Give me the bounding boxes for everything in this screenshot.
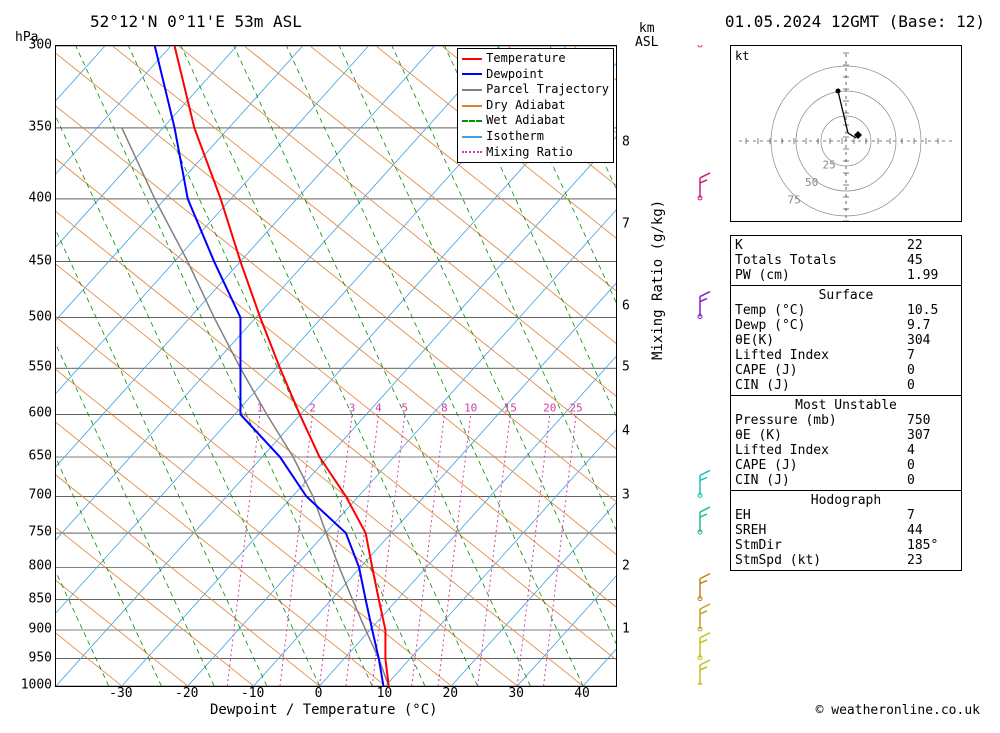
km-tick: 3 [622, 488, 630, 503]
data-row: CAPE (J)0 [735, 458, 957, 473]
pressure-tick: 800 [20, 559, 52, 574]
data-row: StmDir185° [735, 538, 957, 553]
temp-tick: 40 [574, 686, 590, 701]
legend-item: Isotherm [462, 129, 609, 145]
legend: TemperatureDewpointParcel TrajectoryDry … [457, 48, 614, 163]
data-row: PW (cm)1.99 [735, 268, 957, 283]
pressure-tick: 700 [20, 488, 52, 503]
svg-text:kt: kt [735, 49, 749, 63]
data-row: EH7 [735, 508, 957, 523]
svg-text:4: 4 [375, 401, 382, 414]
temp-tick: 0 [315, 686, 323, 701]
svg-text:3: 3 [349, 401, 356, 414]
km-tick: 4 [622, 423, 630, 438]
data-row: CIN (J)0 [735, 473, 957, 488]
temp-tick: 10 [377, 686, 393, 701]
data-row: StmSpd (kt)23 [735, 553, 957, 568]
pressure-tick: 600 [20, 406, 52, 421]
wind-svg [685, 45, 715, 685]
svg-text:15: 15 [504, 401, 517, 414]
pressure-tick: 450 [20, 253, 52, 268]
temp-tick: -10 [241, 686, 264, 701]
hodo-title: Hodograph [735, 493, 957, 508]
data-row: CIN (J)0 [735, 378, 957, 393]
data-row: Totals Totals45 [735, 253, 957, 268]
temp-tick: 20 [442, 686, 458, 701]
legend-item: Wet Adiabat [462, 113, 609, 129]
legend-item: Mixing Ratio [462, 145, 609, 161]
mu-title: Most Unstable [735, 398, 957, 413]
wind-barb-column [685, 45, 715, 685]
surface-section: Surface Temp (°C)10.5Dewp (°C)9.7θE(K)30… [731, 286, 961, 396]
data-row: Temp (°C)10.5 [735, 303, 957, 318]
pressure-tick: 650 [20, 449, 52, 464]
pressure-tick: 1000 [20, 678, 52, 693]
pressure-tick: 750 [20, 525, 52, 540]
svg-text:25: 25 [823, 159, 836, 172]
km-tick: 2 [622, 559, 630, 574]
data-row: Lifted Index4 [735, 443, 957, 458]
legend-item: Parcel Trajectory [462, 82, 609, 98]
km-tick: 8 [622, 134, 630, 149]
pressure-tick: 350 [20, 119, 52, 134]
temp-tick: 30 [508, 686, 524, 701]
km-tick: 7 [622, 216, 630, 231]
data-row: θE(K)304 [735, 333, 957, 348]
skewt-container: 52°12'N 0°11'E 53m ASL 01.05.2024 12GMT … [10, 10, 990, 723]
pressure-tick: 850 [20, 591, 52, 606]
skewt-chart: 12345810152025LCL TemperatureDewpointPar… [55, 45, 617, 687]
svg-text:75: 75 [788, 194, 801, 207]
data-row: Lifted Index7 [735, 348, 957, 363]
pressure-tick: 900 [20, 621, 52, 636]
hodograph-section: Hodograph EH7SREH44StmDir185°StmSpd (kt)… [731, 491, 961, 570]
km-tick: 6 [622, 298, 630, 313]
data-row: Dewp (°C)9.7 [735, 318, 957, 333]
top-indices: K22Totals Totals45PW (cm)1.99 [731, 236, 961, 286]
pressure-tick: 550 [20, 360, 52, 375]
x-axis-label: Dewpoint / Temperature (°C) [210, 702, 438, 718]
data-row: K22 [735, 238, 957, 253]
data-row: SREH44 [735, 523, 957, 538]
indices-panel: K22Totals Totals45PW (cm)1.99 Surface Te… [730, 235, 962, 571]
pressure-tick: 500 [20, 309, 52, 324]
altitude-label: km ASL [635, 22, 658, 51]
legend-item: Dry Adiabat [462, 98, 609, 114]
km-label: km [639, 21, 655, 36]
svg-text:10: 10 [464, 401, 477, 414]
pressure-tick: 950 [20, 650, 52, 665]
pressure-tick: 300 [20, 38, 52, 53]
temp-tick: -30 [109, 686, 132, 701]
temp-tick: -20 [175, 686, 198, 701]
hodograph: kt 25 50 75 [730, 45, 962, 222]
data-row: Pressure (mb)750 [735, 413, 957, 428]
svg-text:8: 8 [441, 401, 448, 414]
svg-text:50: 50 [805, 176, 818, 189]
svg-text:2: 2 [309, 401, 316, 414]
datetime-title: 01.05.2024 12GMT (Base: 12) [725, 12, 985, 31]
most-unstable-section: Most Unstable Pressure (mb)750θE (K)307L… [731, 396, 961, 491]
pressure-tick: 400 [20, 190, 52, 205]
data-row: θE (K)307 [735, 428, 957, 443]
surface-title: Surface [735, 288, 957, 303]
legend-item: Temperature [462, 51, 609, 67]
km-tick: 1 [622, 621, 630, 636]
legend-item: Dewpoint [462, 67, 609, 83]
svg-text:20: 20 [543, 401, 556, 414]
data-row: CAPE (J)0 [735, 363, 957, 378]
svg-text:25: 25 [569, 401, 582, 414]
location-title: 52°12'N 0°11'E 53m ASL [90, 12, 302, 31]
km-tick: 5 [622, 360, 630, 375]
copyright: © weatheronline.co.uk [816, 703, 980, 718]
mixing-ratio-label: Mixing Ratio (g/kg) [650, 200, 666, 360]
hodograph-svg: kt 25 50 75 [731, 46, 961, 221]
asl-label: ASL [635, 35, 658, 50]
svg-text:5: 5 [402, 401, 409, 414]
